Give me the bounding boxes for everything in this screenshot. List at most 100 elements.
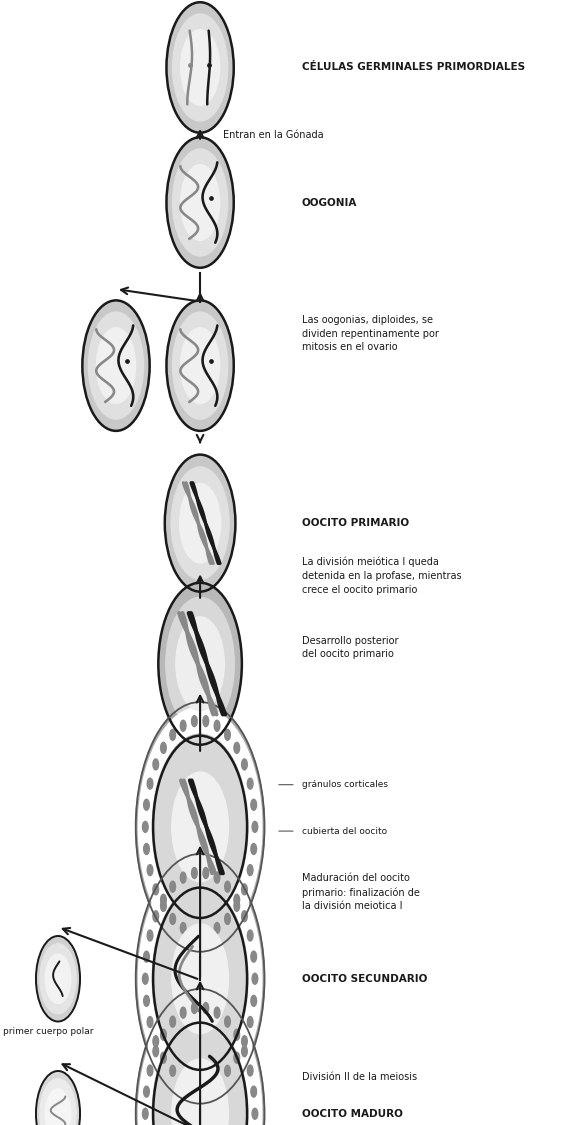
Circle shape (234, 1029, 240, 1041)
Circle shape (136, 989, 264, 1125)
Circle shape (147, 865, 153, 875)
Circle shape (36, 936, 80, 1022)
Text: cubierta del oocito: cubierta del oocito (302, 827, 387, 836)
Circle shape (251, 799, 256, 810)
Circle shape (251, 951, 256, 962)
Circle shape (214, 1074, 220, 1086)
Circle shape (242, 884, 247, 894)
Circle shape (203, 1002, 209, 1014)
Circle shape (180, 164, 220, 241)
Circle shape (158, 583, 242, 745)
Circle shape (153, 888, 247, 1070)
Circle shape (172, 1059, 229, 1125)
Circle shape (180, 1007, 186, 1018)
Circle shape (203, 927, 209, 938)
Circle shape (170, 881, 176, 892)
Circle shape (176, 616, 224, 711)
Text: OOCITO PRIMARIO: OOCITO PRIMARIO (302, 519, 409, 528)
Circle shape (214, 872, 220, 883)
Circle shape (143, 821, 148, 832)
Circle shape (172, 148, 228, 256)
Circle shape (45, 1089, 71, 1125)
Text: La división meiótica I queda
detenida en la profase, mientras
crece el oocito pr: La división meiótica I queda detenida en… (302, 557, 461, 595)
Text: OOCITO MADURO: OOCITO MADURO (302, 1109, 403, 1118)
Circle shape (180, 922, 186, 934)
Text: Las oogonias, diploides, se
dividen repentinamente por
mitosis en el ovario: Las oogonias, diploides, se dividen repe… (302, 315, 438, 352)
Circle shape (203, 716, 209, 727)
Circle shape (252, 1108, 258, 1119)
Circle shape (144, 996, 149, 1007)
Circle shape (252, 973, 258, 984)
Circle shape (172, 312, 228, 420)
Circle shape (234, 742, 240, 754)
Text: Maduración del oocito
primario: finalización de
la división meiotica I: Maduración del oocito primario: finaliza… (302, 873, 419, 911)
Circle shape (224, 729, 230, 740)
Circle shape (214, 1007, 220, 1018)
Circle shape (242, 1036, 247, 1046)
Circle shape (191, 1079, 197, 1090)
Circle shape (234, 900, 240, 911)
Text: División II de la meiosis: División II de la meiosis (302, 1071, 416, 1081)
Circle shape (242, 759, 247, 770)
Circle shape (242, 1046, 247, 1056)
Circle shape (180, 720, 186, 731)
Circle shape (136, 702, 264, 952)
Circle shape (138, 860, 262, 1098)
Text: gránulos corticales: gránulos corticales (302, 781, 387, 790)
Circle shape (170, 729, 176, 740)
Circle shape (153, 736, 247, 918)
Circle shape (180, 1074, 186, 1086)
Circle shape (152, 886, 248, 1071)
Circle shape (96, 327, 136, 404)
Circle shape (144, 799, 149, 810)
Circle shape (138, 708, 262, 947)
Circle shape (247, 778, 253, 789)
Circle shape (224, 881, 230, 892)
Circle shape (203, 1079, 209, 1090)
Text: primer cuerpo polar: primer cuerpo polar (3, 1027, 93, 1036)
Text: Desarrollo posterior
del oocito primario: Desarrollo posterior del oocito primario (302, 636, 398, 659)
Circle shape (191, 1002, 197, 1014)
Circle shape (172, 14, 228, 122)
Circle shape (144, 844, 149, 855)
Circle shape (153, 884, 158, 894)
Circle shape (161, 894, 166, 906)
Circle shape (247, 1017, 253, 1027)
Circle shape (170, 914, 176, 925)
Circle shape (166, 2, 234, 133)
Circle shape (143, 973, 148, 984)
Circle shape (161, 1052, 166, 1063)
Text: Entran en la Gónada: Entran en la Gónada (223, 130, 324, 140)
Circle shape (147, 1065, 153, 1076)
Circle shape (161, 742, 166, 754)
Circle shape (166, 597, 234, 730)
Circle shape (234, 894, 240, 906)
Text: OOGONIA: OOGONIA (302, 198, 357, 207)
Circle shape (45, 954, 71, 1004)
Circle shape (36, 1071, 80, 1125)
Circle shape (166, 137, 234, 268)
Circle shape (165, 455, 235, 592)
Circle shape (153, 759, 158, 770)
Circle shape (152, 1022, 248, 1125)
Circle shape (153, 911, 158, 921)
Text: CÉLULAS GERMINALES PRIMORDIALES: CÉLULAS GERMINALES PRIMORDIALES (302, 63, 525, 72)
Circle shape (153, 1023, 247, 1125)
Circle shape (153, 1046, 158, 1056)
Circle shape (147, 1017, 153, 1027)
Circle shape (172, 924, 229, 1034)
Circle shape (152, 734, 248, 920)
Circle shape (172, 772, 229, 882)
Circle shape (247, 930, 253, 940)
Circle shape (136, 854, 264, 1104)
Circle shape (224, 914, 230, 925)
Circle shape (40, 944, 76, 1014)
Circle shape (251, 1086, 256, 1097)
Circle shape (171, 467, 229, 579)
Circle shape (251, 996, 256, 1007)
Circle shape (234, 1052, 240, 1063)
Circle shape (180, 327, 220, 404)
Circle shape (161, 900, 166, 911)
Circle shape (180, 484, 220, 562)
Circle shape (247, 865, 253, 875)
